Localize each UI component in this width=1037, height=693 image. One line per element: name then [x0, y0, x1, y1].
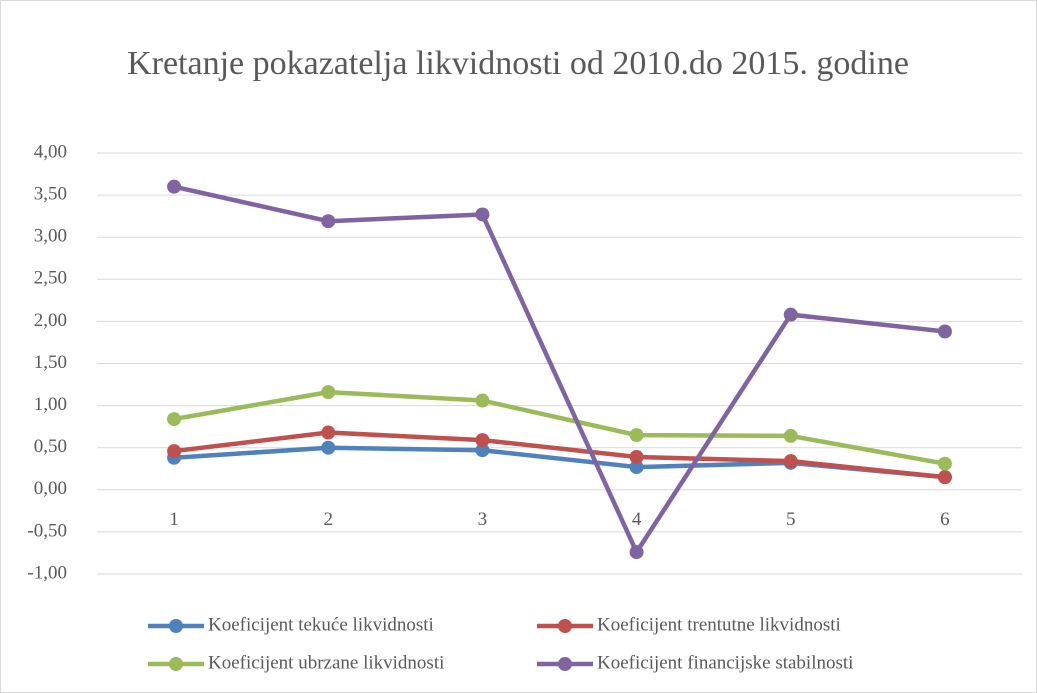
data-point [475, 393, 490, 408]
data-point [321, 385, 336, 400]
series-line [171, 445, 948, 480]
data-point [937, 470, 952, 485]
y-tick-label: -1,00 [27, 562, 67, 583]
legend-label: Koeficijent tekuće likvidnosti [208, 614, 434, 635]
data-point [475, 443, 490, 458]
x-tick-label: 3 [478, 509, 488, 530]
data-point [167, 444, 182, 459]
legend-marker [558, 619, 572, 633]
y-tick-label: 4,00 [34, 141, 67, 162]
legend-marker [169, 619, 183, 633]
data-point [783, 454, 798, 469]
data-point [629, 449, 644, 464]
data-point [321, 425, 336, 440]
data-point [937, 324, 952, 339]
chart-title: Kretanje pokazatelja likvidnosti od 2010… [127, 45, 909, 82]
data-point [321, 214, 336, 229]
legend-label: Koeficijent trentutne likvidnosti [597, 614, 841, 635]
data-point [629, 545, 644, 560]
y-tick-label: 3,50 [34, 183, 67, 204]
x-tick-label: 4 [632, 509, 642, 530]
data-point [937, 456, 952, 471]
data-point [629, 460, 644, 475]
x-tick-label: 1 [169, 509, 179, 530]
legend-label: Koeficijent financijske stabilnosti [597, 652, 853, 673]
y-tick-label: 0,50 [34, 436, 67, 457]
legend-marker [558, 657, 572, 671]
data-point [475, 207, 490, 222]
data-point [167, 179, 182, 194]
data-point [783, 307, 798, 322]
legend-label: Koeficijent ubrzane likvidnosti [208, 652, 444, 673]
legend-marker [169, 657, 183, 671]
data-point [167, 412, 182, 427]
y-tick-label: 2,50 [34, 268, 67, 289]
data-point [475, 433, 490, 448]
series-line [171, 184, 948, 555]
data-point [783, 428, 798, 443]
x-tick-label: 6 [940, 509, 950, 530]
y-tick-label: 1,50 [34, 352, 67, 373]
y-tick-label: 3,00 [34, 226, 67, 247]
data-point [321, 440, 336, 455]
series-line [171, 430, 948, 480]
y-tick-label: -0,50 [27, 520, 67, 541]
y-tick-label: 0,00 [34, 478, 67, 499]
data-point [629, 428, 644, 443]
x-tick-label: 2 [324, 509, 334, 530]
x-tick-label: 5 [786, 509, 796, 530]
series-line [171, 389, 948, 466]
y-tick-label: 2,00 [34, 310, 67, 331]
y-tick-label: 1,00 [34, 394, 67, 415]
